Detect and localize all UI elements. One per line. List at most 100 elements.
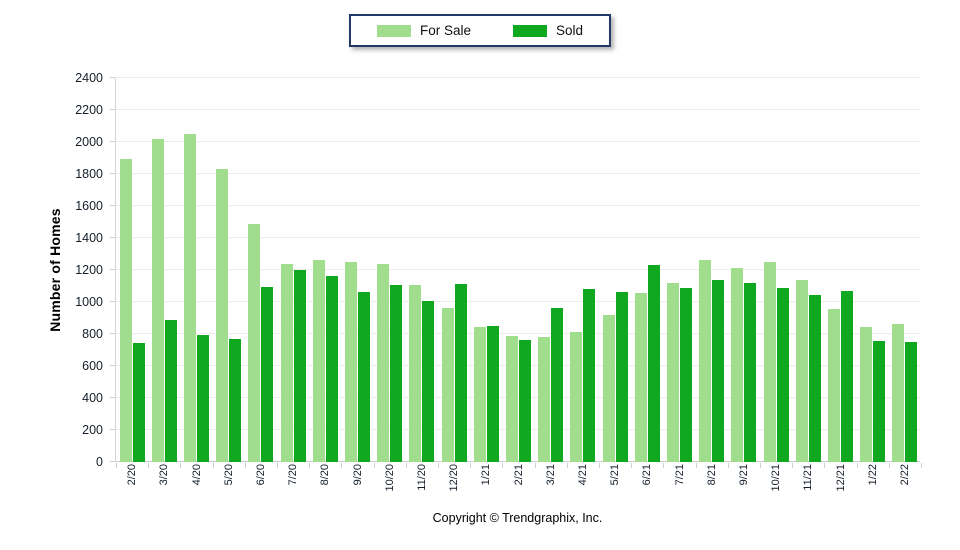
x-tick-label-10/20: 10/20	[383, 464, 396, 492]
x-tick-label-10/21: 10/21	[770, 464, 783, 492]
gridline-2000	[116, 141, 920, 142]
x-tick-label-4/21: 4/21	[576, 464, 589, 486]
bar-for-sale-7/20	[280, 263, 293, 462]
bar-sold-3/21	[551, 308, 564, 462]
bar-for-sale-10/21	[763, 262, 776, 462]
x-tick-label-4/20: 4/20	[190, 464, 203, 486]
bar-sold-4/20	[196, 334, 209, 462]
x-tick-label-1/21: 1/21	[480, 464, 493, 486]
bar-for-sale-3/21	[538, 337, 551, 462]
x-tick-mark	[438, 463, 439, 468]
y-tick-mark	[110, 141, 115, 142]
bar-for-sale-8/20	[312, 260, 325, 462]
x-tick-label-7/20: 7/20	[287, 464, 300, 486]
bar-group-2/22	[889, 323, 921, 462]
bar-sold-11/21	[808, 294, 821, 462]
bar-sold-10/21	[776, 288, 789, 462]
x-tick-label-8/21: 8/21	[705, 464, 718, 486]
bar-sold-6/21	[647, 265, 660, 462]
y-tick-label-800: 800	[82, 327, 103, 341]
bar-sold-8/21	[712, 280, 725, 462]
x-tick-label-2/21: 2/21	[512, 464, 525, 486]
bar-sold-5/21	[615, 292, 628, 462]
y-tick-label-1000: 1000	[75, 295, 103, 309]
x-tick-mark	[277, 463, 278, 468]
copyright-text: Copyright © Trendgraphix, Inc.	[432, 511, 603, 525]
x-tick-mark	[373, 463, 375, 468]
bar-group-4/20	[180, 134, 212, 462]
x-tick-label-3/20: 3/20	[158, 464, 171, 486]
bar-group-7/21	[663, 282, 695, 462]
bar-for-sale-6/21	[634, 293, 647, 462]
bar-sold-8/20	[325, 276, 338, 462]
gridline-0	[116, 461, 920, 462]
bar-group-6/20	[245, 224, 277, 462]
x-tick-label-5/21: 5/21	[609, 464, 622, 486]
bar-sold-5/20	[229, 338, 242, 462]
bar-for-sale-5/20	[216, 169, 229, 462]
x-tick-label-5/20: 5/20	[222, 464, 235, 486]
bar-group-3/21	[535, 308, 567, 462]
y-tick-mark	[110, 461, 115, 462]
bar-group-7/20	[277, 263, 309, 462]
bar-sold-12/21	[840, 290, 853, 462]
x-tick-mark	[727, 463, 729, 468]
x-tick-label-11/21: 11/21	[802, 464, 815, 491]
x-tick-mark	[921, 463, 922, 468]
x-tick-mark	[599, 463, 600, 468]
y-tick-label-1800: 1800	[75, 167, 103, 181]
bar-group-9/20	[341, 262, 373, 462]
y-tick-label-0: 0	[96, 455, 103, 469]
chart-legend: For Sale Sold	[348, 14, 612, 47]
x-tick-mark	[244, 463, 246, 468]
y-tick-mark	[110, 397, 115, 398]
y-tick-mark	[110, 429, 115, 430]
bar-sold-6/20	[261, 286, 274, 462]
bar-sold-11/20	[422, 301, 435, 462]
x-tick-mark	[212, 463, 214, 468]
bar-for-sale-9/20	[344, 262, 357, 462]
bar-group-12/21	[824, 290, 856, 462]
x-tick-mark	[534, 463, 536, 468]
y-tick-label-1400: 1400	[75, 231, 103, 245]
y-tick-label-600: 600	[82, 359, 103, 373]
gridline-1800	[116, 173, 920, 174]
bar-for-sale-3/20	[151, 138, 164, 462]
x-tick-mark	[760, 463, 761, 468]
bar-sold-7/21	[679, 287, 692, 462]
bar-for-sale-11/20	[409, 285, 422, 462]
y-tick-mark	[110, 269, 115, 270]
bar-for-sale-9/21	[731, 267, 744, 462]
bar-sold-7/20	[293, 270, 306, 462]
bar-group-4/21	[567, 289, 599, 462]
x-tick-mark	[502, 463, 504, 468]
y-tick-mark	[110, 173, 115, 174]
x-tick-mark	[405, 463, 407, 468]
bar-for-sale-8/21	[699, 259, 712, 462]
y-tick-mark	[110, 333, 115, 334]
x-tick-mark	[856, 463, 858, 468]
y-tick-label-400: 400	[82, 391, 103, 405]
bar-for-sale-1/22	[860, 326, 873, 462]
bar-for-sale-6/20	[248, 224, 261, 462]
bar-sold-12/20	[454, 283, 467, 462]
gridline-1400	[116, 237, 920, 238]
x-tick-label-7/21: 7/21	[673, 464, 686, 486]
bar-for-sale-2/21	[505, 335, 518, 462]
bar-group-12/20	[438, 283, 470, 462]
bar-sold-2/21	[518, 339, 531, 462]
bar-group-8/21	[696, 259, 728, 462]
bar-group-1/22	[857, 326, 889, 462]
y-tick-mark	[110, 237, 115, 238]
y-tick-mark	[110, 77, 115, 78]
bar-for-sale-5/21	[602, 314, 615, 462]
gridline-1200	[116, 269, 920, 270]
legend-label-for-sale: For Sale	[419, 23, 471, 38]
legend-swatch-sold-icon	[513, 24, 547, 37]
x-tick-label-1/22: 1/22	[866, 464, 879, 486]
gridline-200	[116, 429, 920, 430]
legend-item-for-sale: For Sale	[376, 23, 471, 38]
bar-for-sale-2/20	[119, 158, 132, 462]
x-tick-label-8/20: 8/20	[319, 464, 332, 486]
bar-for-sale-4/20	[183, 134, 196, 462]
